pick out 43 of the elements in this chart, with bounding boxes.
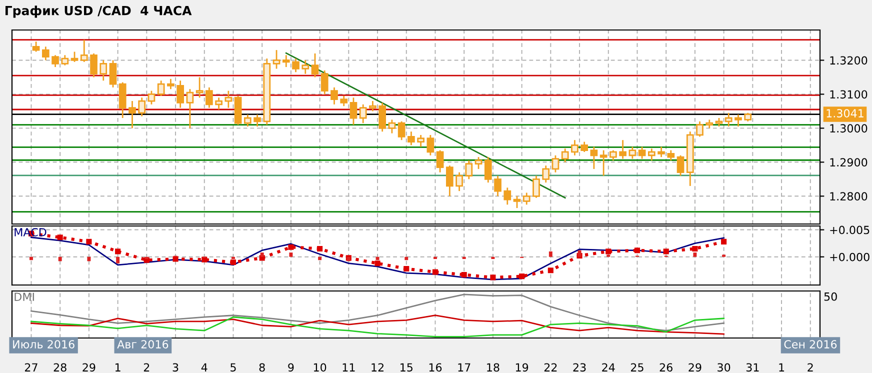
x-tick-label: 30 xyxy=(718,363,730,372)
x-tick-label: 11 xyxy=(342,363,355,372)
x-tick-label: 16 xyxy=(429,363,442,372)
x-tick-label: 1 xyxy=(115,363,120,372)
x-tick-label: 29 xyxy=(82,363,96,372)
x-tick-label: 19 xyxy=(516,363,528,372)
x-tick-label: 2 xyxy=(808,363,813,372)
chart-title: MACD xyxy=(14,228,46,236)
y-tick-label: +0.005 xyxy=(830,226,870,234)
x-tick-label: 28 xyxy=(54,363,66,372)
x-tick-label: 24 xyxy=(602,363,615,372)
x-tick-label: 17 xyxy=(458,363,470,372)
x-tick-label: 31 xyxy=(746,363,759,372)
text: 50 xyxy=(824,292,837,301)
y-tick-label: 1.3100 xyxy=(830,90,868,99)
x-tick-label: 8 xyxy=(259,363,265,372)
x-tick-label: 22 xyxy=(544,363,557,372)
x-tick-label: 5 xyxy=(230,363,236,372)
x-tick-label: 1 xyxy=(779,363,784,372)
x-tick-label: 12 xyxy=(372,363,384,372)
text: Сен 2016 xyxy=(784,340,837,348)
x-tick-label: 26 xyxy=(660,363,672,372)
chart-title: График USD /CAD 4 ЧАСА xyxy=(6,6,192,18)
x-tick-label: 18 xyxy=(487,363,500,372)
x-tick-label: 10 xyxy=(314,363,326,372)
x-tick-label: 2 xyxy=(144,363,150,372)
x-tick-label: 27 xyxy=(24,363,38,372)
text: Июль 2016 xyxy=(13,340,74,348)
x-tick-label: 25 xyxy=(630,363,644,372)
x-tick-label: 3 xyxy=(172,363,178,372)
x-tick-label: 15 xyxy=(400,363,412,372)
x-tick-label: 4 xyxy=(201,363,208,372)
y-tick-label: 1.2800 xyxy=(830,192,868,201)
y-tick-label: 1.3000 xyxy=(830,124,868,133)
chart-title: DMI xyxy=(14,292,34,301)
x-tick-label: 23 xyxy=(573,363,586,372)
ref-line-label: 1.3041 xyxy=(826,109,864,118)
x-tick-label: 9 xyxy=(288,363,294,372)
y-tick-label: 1.2900 xyxy=(830,158,868,167)
x-tick-label: 29 xyxy=(688,363,702,372)
y-tick-label: 1.3200 xyxy=(830,56,868,65)
text: Авг 2016 xyxy=(117,340,168,348)
y-tick-label: +0.000 xyxy=(830,252,870,262)
